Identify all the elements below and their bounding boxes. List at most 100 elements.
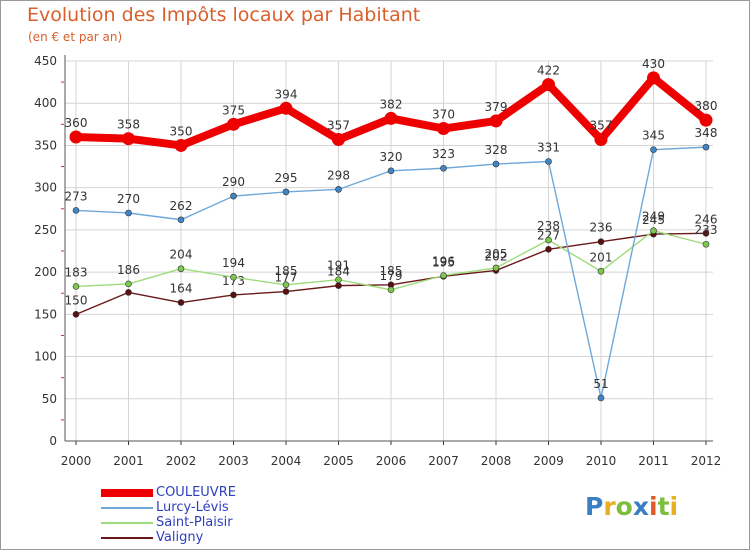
x-tick-label: 2001 [113, 454, 144, 468]
data-label: 262 [170, 199, 193, 213]
data-label: 430 [642, 57, 665, 71]
chart-subtitle: (en € et par an) [28, 30, 123, 44]
logo-letter: x [632, 492, 649, 521]
data-label: 185 [275, 264, 298, 278]
data-label: 201 [590, 250, 613, 264]
x-tick-label: 2005 [323, 454, 354, 468]
data-point [440, 272, 447, 279]
data-point [122, 132, 135, 146]
data-label: 164 [170, 282, 193, 296]
data-label: 205 [485, 247, 508, 261]
data-point [597, 394, 605, 402]
data-point [597, 238, 605, 246]
data-point [387, 286, 395, 294]
x-tick-label: 2008 [481, 454, 512, 468]
data-point [702, 240, 710, 248]
y-tick-label: 250 [34, 223, 57, 237]
legend-label: COULEUVRE [156, 485, 236, 500]
legend-swatch [101, 537, 153, 539]
chart-title: Evolution des Impôts locaux par Habitant [27, 4, 421, 26]
data-label: 357 [590, 119, 613, 133]
x-tick-label: 2004 [271, 454, 302, 468]
y-tick-label: 100 [34, 350, 57, 364]
data-label: 350 [170, 124, 193, 138]
data-label: 186 [117, 263, 140, 277]
data-label: 379 [485, 100, 508, 114]
data-label: 295 [275, 171, 298, 185]
data-point [545, 236, 552, 244]
legend-label: Valigny [156, 530, 204, 545]
y-tick-label: 0 [49, 434, 57, 448]
data-label: 191 [327, 259, 350, 273]
x-tick-label: 2000 [61, 454, 92, 468]
data-point [650, 227, 657, 235]
data-label: 331 [537, 140, 560, 154]
data-label: 320 [380, 150, 403, 164]
logo-letter: i [649, 492, 658, 521]
data-point [335, 276, 342, 284]
data-label: 270 [117, 192, 140, 206]
data-label: 290 [222, 175, 245, 189]
data-point [177, 299, 185, 306]
data-label: 184 [327, 265, 350, 279]
data-label: 194 [222, 256, 245, 270]
data-label: 422 [537, 64, 560, 78]
x-tick-label: 2010 [586, 454, 617, 468]
logo-letter: o [615, 492, 633, 521]
data-point [227, 117, 240, 131]
data-point [545, 246, 552, 253]
data-point [69, 130, 83, 144]
data-label: 246 [695, 212, 718, 226]
data-point [699, 113, 713, 127]
data-point [72, 207, 80, 214]
data-label: 177 [275, 271, 298, 285]
y-tick-label: 300 [34, 181, 57, 195]
legend-label: Saint-Plaisir [156, 515, 233, 530]
proxiti-logo: Proxiti [585, 492, 678, 521]
legend-swatch [101, 507, 153, 509]
x-tick-label: 2007 [428, 454, 459, 468]
data-point [174, 138, 188, 152]
data-point [492, 160, 500, 168]
x-tick-label: 2002 [166, 454, 197, 468]
logo-letter: t [657, 492, 670, 521]
y-tick-label: 400 [34, 96, 57, 110]
data-label: 238 [537, 219, 560, 233]
data-point [125, 289, 132, 296]
data-point [282, 288, 290, 295]
data-point [597, 267, 605, 275]
data-point [282, 188, 290, 196]
x-tick-label: 2012 [691, 454, 722, 468]
legend-label: Lurcy-Lévis [156, 500, 229, 515]
data-label: 273 [65, 189, 88, 203]
data-point [177, 216, 185, 224]
x-tick-label: 2009 [533, 454, 564, 468]
data-label: 357 [327, 119, 350, 133]
y-tick-label: 450 [34, 54, 57, 68]
data-label: 323 [432, 147, 455, 161]
data-point [542, 78, 555, 92]
data-label: 360 [65, 116, 88, 130]
logo-letter: P [585, 492, 604, 521]
data-point [702, 143, 710, 151]
data-point [437, 122, 450, 136]
data-label: 298 [327, 168, 350, 182]
data-label: 150 [65, 293, 88, 307]
data-point [594, 133, 608, 147]
data-point [335, 186, 342, 193]
data-label: 345 [642, 129, 665, 143]
data-point [492, 264, 500, 272]
data-point [72, 283, 80, 290]
data-point [332, 133, 345, 147]
data-label: 236 [590, 221, 613, 235]
data-label: 394 [275, 87, 298, 101]
data-label: 348 [695, 126, 718, 140]
data-label: 328 [485, 143, 508, 157]
data-label: 370 [432, 108, 455, 122]
x-tick-label: 2006 [376, 454, 407, 468]
data-point [230, 192, 237, 200]
data-label: 51 [593, 377, 608, 391]
data-label: 380 [695, 99, 718, 113]
data-point [282, 281, 290, 289]
